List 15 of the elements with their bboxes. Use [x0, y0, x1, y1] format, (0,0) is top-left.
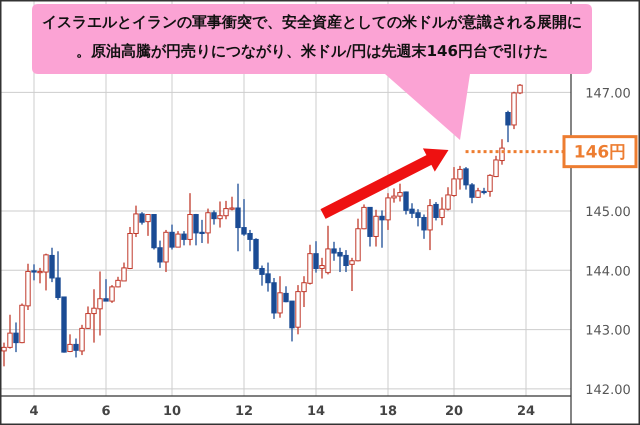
x-tick-label: 14 [306, 404, 326, 419]
annotation: イスラエルとイランの軍事衝突で、安全資産としての米ドルが意識される展開に。原油高騰が円売りにつながり、米ドル/円は先週末146円台で引けた [42, 13, 582, 60]
x-tick-label: 4 [29, 404, 39, 419]
x-tick-label: 12 [234, 404, 254, 419]
x-tick-label: 6 [101, 404, 111, 419]
x-tick-label: 18 [378, 404, 398, 419]
y-tick-label: 143.00 [585, 324, 631, 339]
y-tick-label: 144.00 [585, 264, 631, 280]
x-tick-label: 20 [444, 404, 464, 419]
y-tick-label: 147.00 [585, 86, 631, 102]
x-tick-label: 24 [516, 404, 536, 419]
ref-line-label: 146円 [574, 142, 626, 163]
y-tick-label: 142.00 [585, 382, 631, 398]
y-tick-label: 145.00 [585, 204, 631, 220]
x-tick-label: 10 [162, 404, 182, 419]
